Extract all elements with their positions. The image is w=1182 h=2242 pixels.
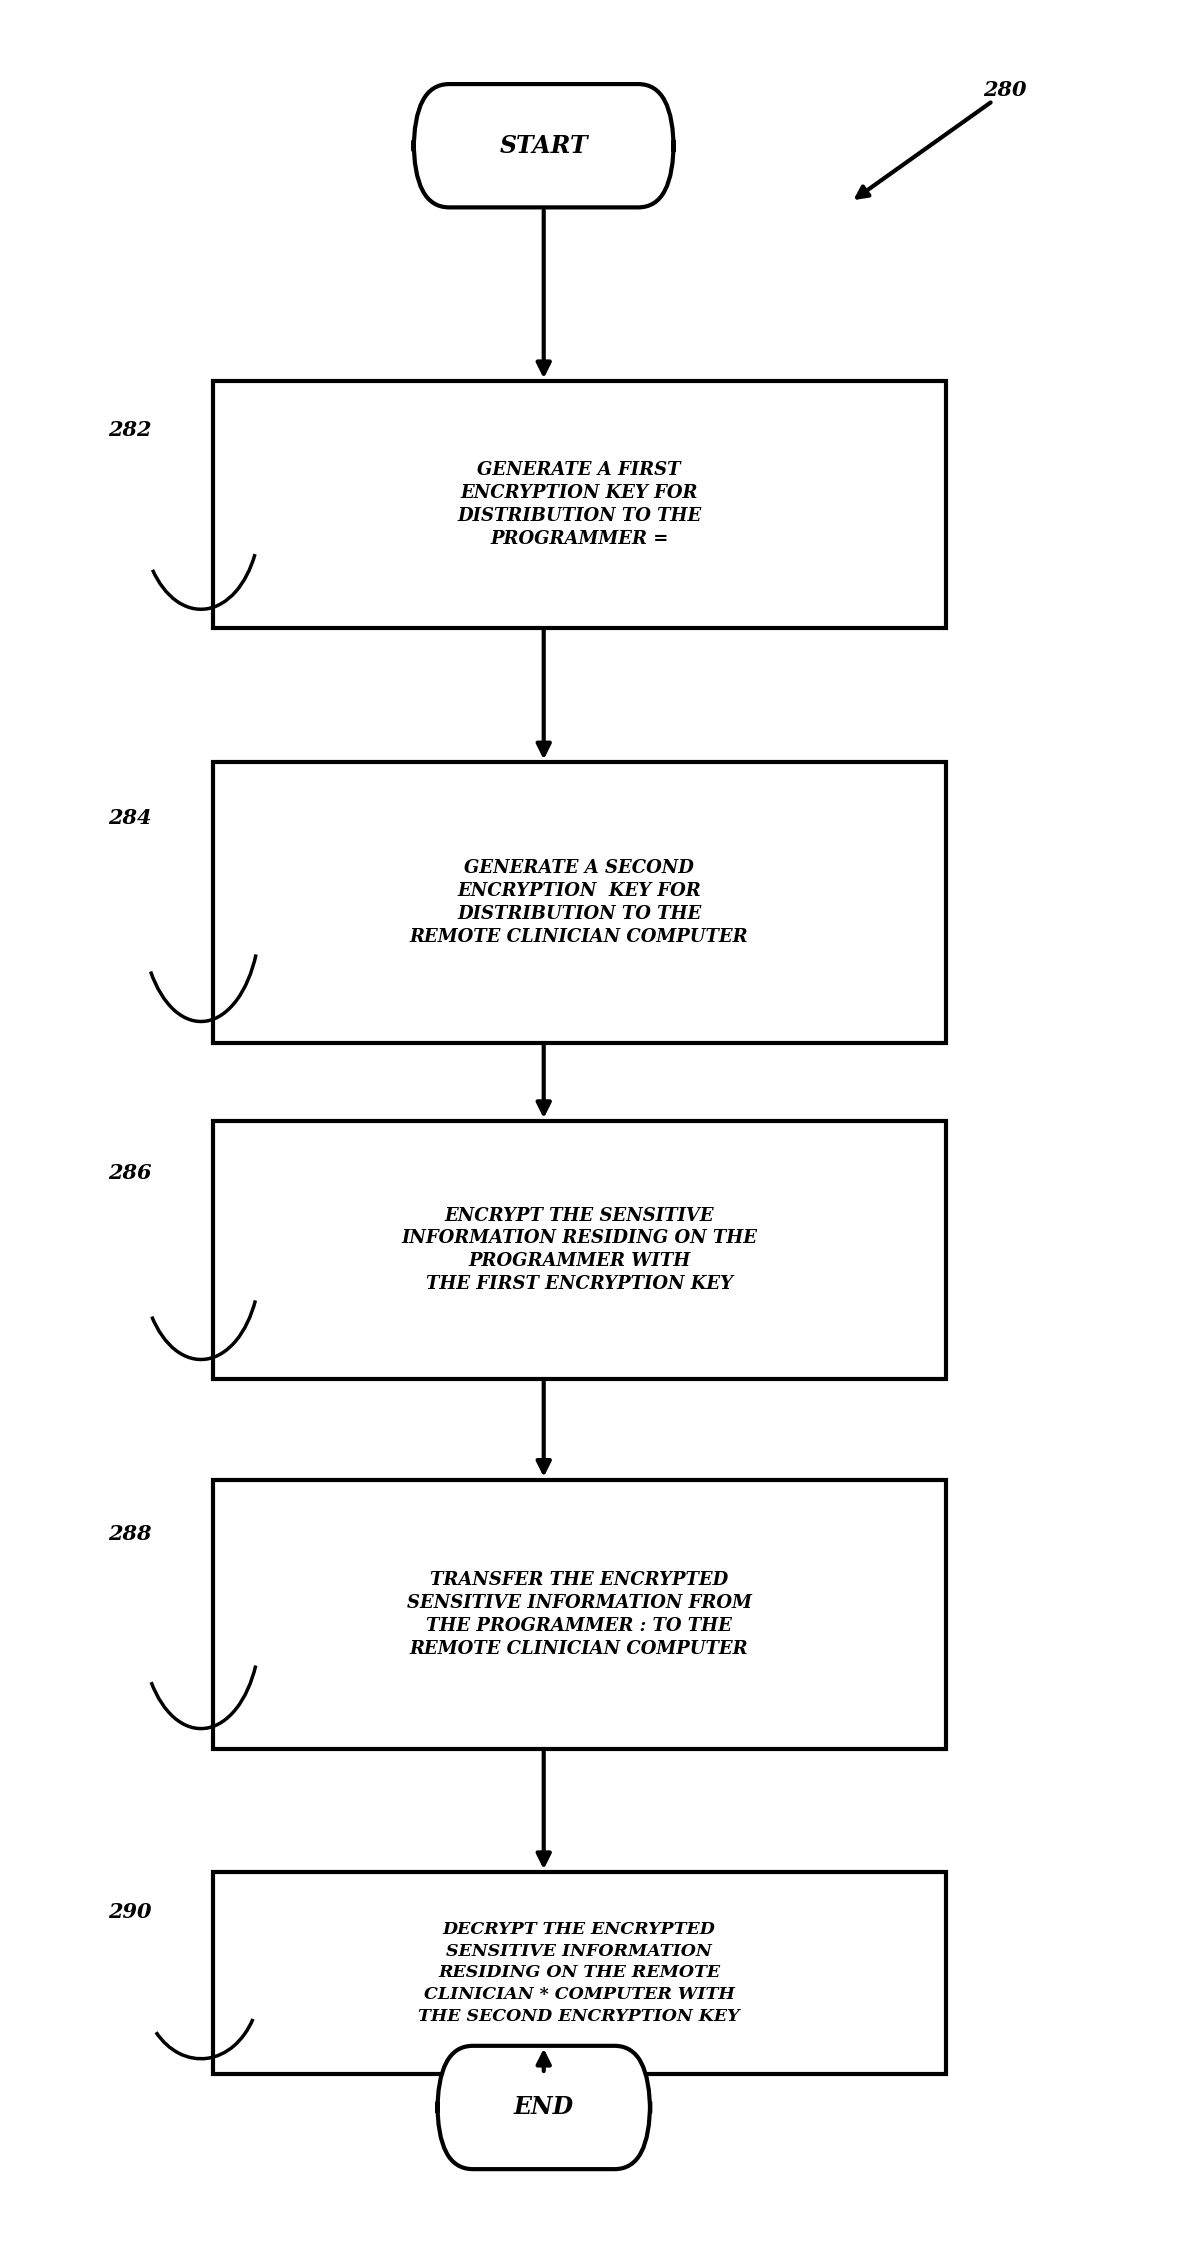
- Text: DECRYPT THE ENCRYPTED
SENSITIVE INFORMATION
RESIDING ON THE REMOTE
CLINICIAN * C: DECRYPT THE ENCRYPTED SENSITIVE INFORMAT…: [418, 1921, 740, 2025]
- Bar: [213, 1121, 946, 1379]
- Text: TRANSFER THE ENCRYPTED
SENSITIVE INFORMATION FROM
THE PROGRAMMER : TO THE
REMOTE: TRANSFER THE ENCRYPTED SENSITIVE INFORMA…: [407, 1572, 752, 1657]
- Text: 288: 288: [109, 1525, 151, 1542]
- FancyBboxPatch shape: [414, 83, 674, 206]
- Text: 284: 284: [109, 809, 151, 827]
- Text: 280: 280: [983, 81, 1026, 99]
- Text: 282: 282: [109, 421, 151, 439]
- Bar: [213, 762, 946, 1043]
- Text: GENERATE A FIRST
ENCRYPTION KEY FOR
DISTRIBUTION TO THE
PROGRAMMER =: GENERATE A FIRST ENCRYPTION KEY FOR DIST…: [457, 462, 701, 547]
- Bar: [213, 1872, 946, 2074]
- Text: GENERATE A SECOND
ENCRYPTION  KEY FOR
DISTRIBUTION TO THE
REMOTE CLINICIAN COMPU: GENERATE A SECOND ENCRYPTION KEY FOR DIS…: [410, 859, 748, 946]
- Bar: [213, 381, 946, 628]
- Bar: [213, 1480, 946, 1749]
- FancyBboxPatch shape: [437, 2045, 650, 2170]
- Text: START: START: [500, 135, 587, 157]
- Text: 286: 286: [109, 1164, 151, 1182]
- Text: ENCRYPT THE SENSITIVE
INFORMATION RESIDING ON THE
PROGRAMMER WITH
THE FIRST ENCR: ENCRYPT THE SENSITIVE INFORMATION RESIDI…: [401, 1206, 758, 1294]
- Text: 290: 290: [109, 1903, 151, 1921]
- Text: END: END: [514, 2096, 573, 2119]
